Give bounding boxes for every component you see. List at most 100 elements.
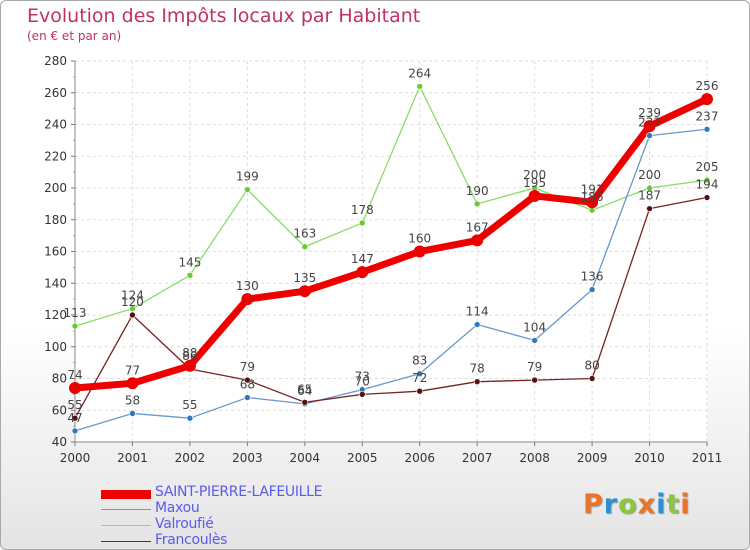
- data-point: [71, 322, 79, 330]
- data-label: 79: [240, 360, 255, 374]
- y-tick-label: 120: [44, 308, 67, 322]
- data-label: 186: [581, 190, 604, 204]
- legend-label: Maxou: [155, 500, 200, 516]
- data-label: 264: [408, 66, 431, 80]
- data-label: 145: [178, 255, 201, 269]
- data-point: [588, 375, 596, 382]
- data-point: [126, 377, 139, 390]
- x-tick-label: 2008: [519, 451, 550, 465]
- data-point: [71, 414, 79, 422]
- y-tick-label: 180: [44, 213, 67, 227]
- data-label: 194: [696, 178, 719, 192]
- y-tick-label: 240: [44, 118, 67, 132]
- data-point: [531, 376, 538, 384]
- data-label: 178: [351, 203, 374, 217]
- data-label: 80: [584, 359, 599, 373]
- x-tick-label: 2009: [577, 451, 608, 465]
- x-tick-label: 2010: [634, 451, 665, 465]
- data-point: [129, 410, 136, 417]
- y-tick-label: 40: [52, 435, 67, 449]
- data-label: 256: [696, 79, 719, 93]
- data-label: 187: [638, 189, 661, 203]
- plot-area: [75, 61, 707, 442]
- data-point: [528, 189, 541, 202]
- brand-letter: x: [637, 489, 657, 520]
- data-label: 199: [236, 170, 259, 184]
- data-label: 86: [182, 349, 197, 363]
- data-label: 83: [412, 354, 427, 368]
- data-point: [358, 219, 366, 227]
- data-point: [71, 427, 79, 435]
- legend-swatch: [101, 509, 151, 510]
- data-label: 130: [236, 279, 259, 293]
- data-label: 167: [466, 220, 489, 234]
- y-tick-label: 260: [44, 86, 67, 100]
- data-label: 78: [470, 362, 485, 376]
- data-point: [183, 359, 196, 372]
- data-point: [244, 186, 251, 193]
- data-label: 79: [527, 360, 542, 374]
- data-label: 72: [412, 371, 427, 385]
- chart-subtitle: (en € et par an): [27, 29, 122, 43]
- y-tick-label: 100: [44, 340, 67, 354]
- x-tick-label: 2005: [347, 451, 378, 465]
- data-label: 77: [125, 363, 140, 377]
- data-label: 191: [581, 182, 604, 196]
- legend-label: Francoulès: [155, 532, 228, 548]
- brand-letter: o: [618, 489, 638, 520]
- x-tick-label: 2007: [462, 451, 493, 465]
- data-point: [241, 293, 254, 306]
- data-label: 190: [466, 184, 489, 198]
- data-label: 163: [293, 227, 316, 241]
- data-point: [356, 266, 369, 279]
- data-point: [69, 382, 81, 395]
- brand-letter: r: [603, 489, 619, 520]
- data-label: 237: [696, 109, 719, 123]
- y-tick-label: 60: [52, 403, 67, 417]
- x-tick-label: 2002: [175, 451, 206, 465]
- data-point: [186, 414, 194, 422]
- legend-swatch: [101, 490, 151, 499]
- data-label: 200: [523, 168, 546, 182]
- data-point: [643, 120, 656, 133]
- y-tick-label: 220: [44, 149, 67, 163]
- data-point: [588, 286, 596, 293]
- data-label: 58: [125, 393, 140, 407]
- data-point: [129, 305, 136, 312]
- brand-letter: t: [666, 489, 681, 520]
- data-label: 65: [297, 382, 312, 396]
- data-point: [646, 205, 653, 212]
- y-tick-label: 80: [52, 372, 67, 386]
- data-point: [531, 337, 538, 344]
- data-point: [586, 196, 599, 209]
- data-point: [416, 83, 424, 90]
- data-point: [646, 184, 653, 192]
- legend-label: Valroufié: [155, 516, 214, 532]
- brand-letter: i: [680, 489, 691, 520]
- data-label: 200: [638, 168, 661, 182]
- data-label: 205: [696, 160, 719, 174]
- brand-letter: P: [583, 489, 604, 520]
- data-label: 160: [408, 232, 431, 246]
- data-point: [701, 93, 713, 106]
- data-label: 195: [523, 176, 546, 190]
- data-point: [703, 125, 711, 133]
- data-label: 135: [293, 271, 316, 285]
- legend-label: SAINT-PIERRE-LAFEUILLE: [155, 484, 323, 500]
- data-point: [244, 394, 251, 401]
- brand-letter: i: [656, 489, 667, 520]
- series-line: [74, 85, 708, 327]
- data-label: 120: [121, 295, 144, 309]
- data-label: 47: [67, 411, 82, 425]
- data-point: [413, 245, 426, 258]
- data-label: 64: [297, 384, 312, 398]
- data-point: [473, 200, 481, 208]
- data-label: 88: [182, 346, 197, 360]
- x-tick-label: 2011: [692, 451, 723, 465]
- data-label: 55: [182, 398, 197, 412]
- data-point: [646, 132, 653, 139]
- data-point: [473, 378, 481, 385]
- data-label: 233: [638, 116, 661, 130]
- data-point: [473, 321, 481, 328]
